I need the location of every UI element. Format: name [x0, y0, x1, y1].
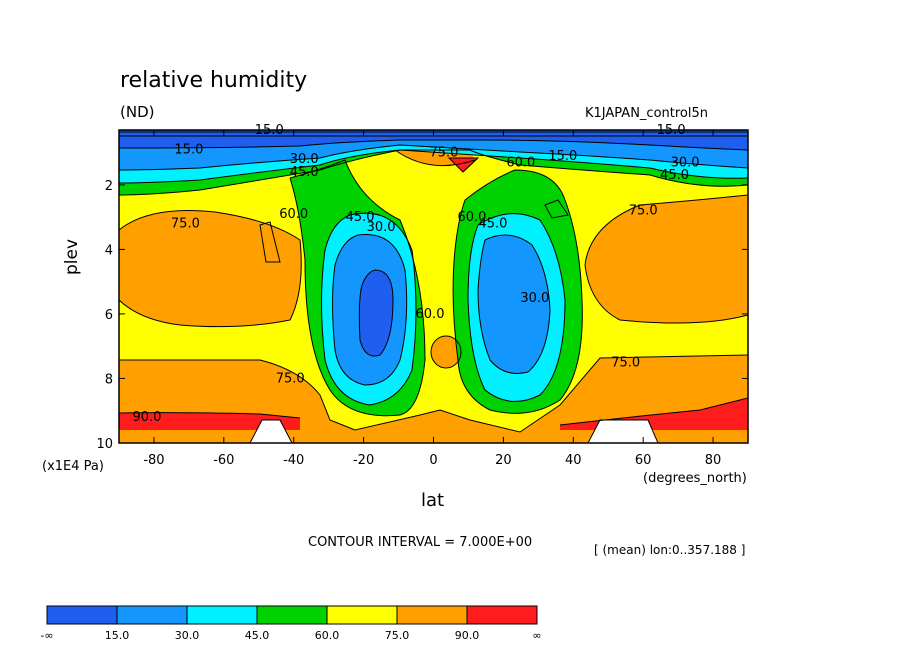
contour-label: 30.0 [520, 291, 549, 306]
contour-label: 75.0 [171, 217, 200, 232]
contour-labels: 15.015.015.015.030.0 30.030.030.045.0 45.0… [132, 123, 699, 425]
chart-title: relative humidity [120, 68, 308, 93]
y-axis-ticks: 2 4 6 8 10 [96, 179, 748, 452]
colorbar-label: 30.0 [175, 629, 200, 642]
contour-label: 90.0 [132, 410, 161, 425]
colorbar-label: 75.0 [385, 629, 410, 642]
colorbar-swatch [46, 605, 118, 625]
dataset-label: K1JAPAN_control5n [585, 106, 708, 121]
colorbar-swatch [396, 605, 468, 625]
contour-label: 15.0 [174, 142, 203, 157]
x-axis-label: lat [421, 490, 445, 511]
contour-label: 75.0 [629, 204, 658, 219]
x-tick-label: -60 [213, 453, 234, 468]
y-tick-label: 2 [105, 179, 113, 194]
y-tick-label: 6 [105, 308, 113, 323]
fill-75-90-right [585, 195, 748, 324]
colorbar-swatch [466, 605, 538, 625]
contour-label: 45.0 [660, 168, 689, 183]
fill-15-30-right [478, 235, 550, 374]
colorbar-label: ∞ [532, 629, 541, 642]
contour-interval-note: CONTOUR INTERVAL = 7.000E+00 [308, 535, 533, 550]
colorbar-swatch [326, 605, 398, 625]
x-tick-label: -20 [353, 453, 374, 468]
colorbar-label: 60.0 [315, 629, 340, 642]
contour-label: 75.0 [611, 355, 640, 370]
x-tick-label: 40 [565, 453, 582, 468]
units-label: (ND) [120, 103, 155, 121]
contour-label: 60.0 [416, 307, 445, 322]
colorbar-swatch [116, 605, 188, 625]
contour-label: 15.0 [548, 149, 577, 164]
contour-label: 75.0 [430, 146, 459, 161]
y-tick-label: 10 [96, 437, 113, 452]
x-tick-label: -80 [143, 453, 164, 468]
colorbar-label: 15.0 [105, 629, 130, 642]
contour-label: 60.0 [506, 155, 535, 170]
colorbar: -∞ 15.0 30.0 45.0 60.0 75.0 90.0 ∞ [40, 605, 542, 642]
colorbar-swatch [256, 605, 328, 625]
missing-topography-left [249, 419, 293, 443]
contour-fills [119, 130, 748, 443]
contour-label: 45.0 [478, 217, 507, 232]
missing-topography-right [587, 419, 659, 443]
fill-75-90-left [119, 210, 302, 327]
fill-75-90-center [431, 336, 461, 368]
colorbar-label: -∞ [40, 629, 53, 642]
y-axis-unit: (x1E4 Pa) [42, 459, 104, 474]
colorbar-label: 45.0 [245, 629, 270, 642]
y-tick-label: 4 [105, 243, 113, 258]
contour-label: 30.0 [290, 152, 319, 167]
mean-note: [ (mean) lon:0..357.188 ] [594, 543, 746, 557]
contour-label: 45.0 [346, 210, 375, 225]
x-tick-label: 20 [495, 453, 512, 468]
x-tick-label: -40 [283, 453, 304, 468]
x-tick-label: 60 [635, 453, 652, 468]
x-tick-label: 80 [705, 453, 722, 468]
contour-label: 30.0 [367, 220, 396, 235]
contour-label: 60.0 [279, 207, 308, 222]
colorbar-swatch [186, 605, 258, 625]
colorbar-label: 90.0 [455, 629, 480, 642]
contour-label: 75.0 [276, 371, 305, 386]
fill-above-90-bottom-left [119, 412, 300, 430]
x-axis-unit: (degrees_north) [643, 471, 747, 486]
y-tick-label: 8 [105, 372, 113, 387]
x-axis-ticks: -80 -60 -40 -20 0 20 40 60 80 [143, 130, 721, 468]
fill-below-15-left [359, 270, 393, 356]
contour-label: 60.0 [457, 210, 486, 225]
contour-label: 45.0 [290, 165, 319, 180]
x-tick-label: 0 [429, 453, 437, 468]
contour-label: 30.0 [671, 155, 700, 170]
